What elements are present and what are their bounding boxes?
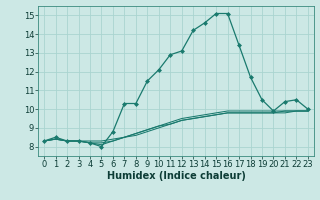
X-axis label: Humidex (Indice chaleur): Humidex (Indice chaleur) bbox=[107, 171, 245, 181]
